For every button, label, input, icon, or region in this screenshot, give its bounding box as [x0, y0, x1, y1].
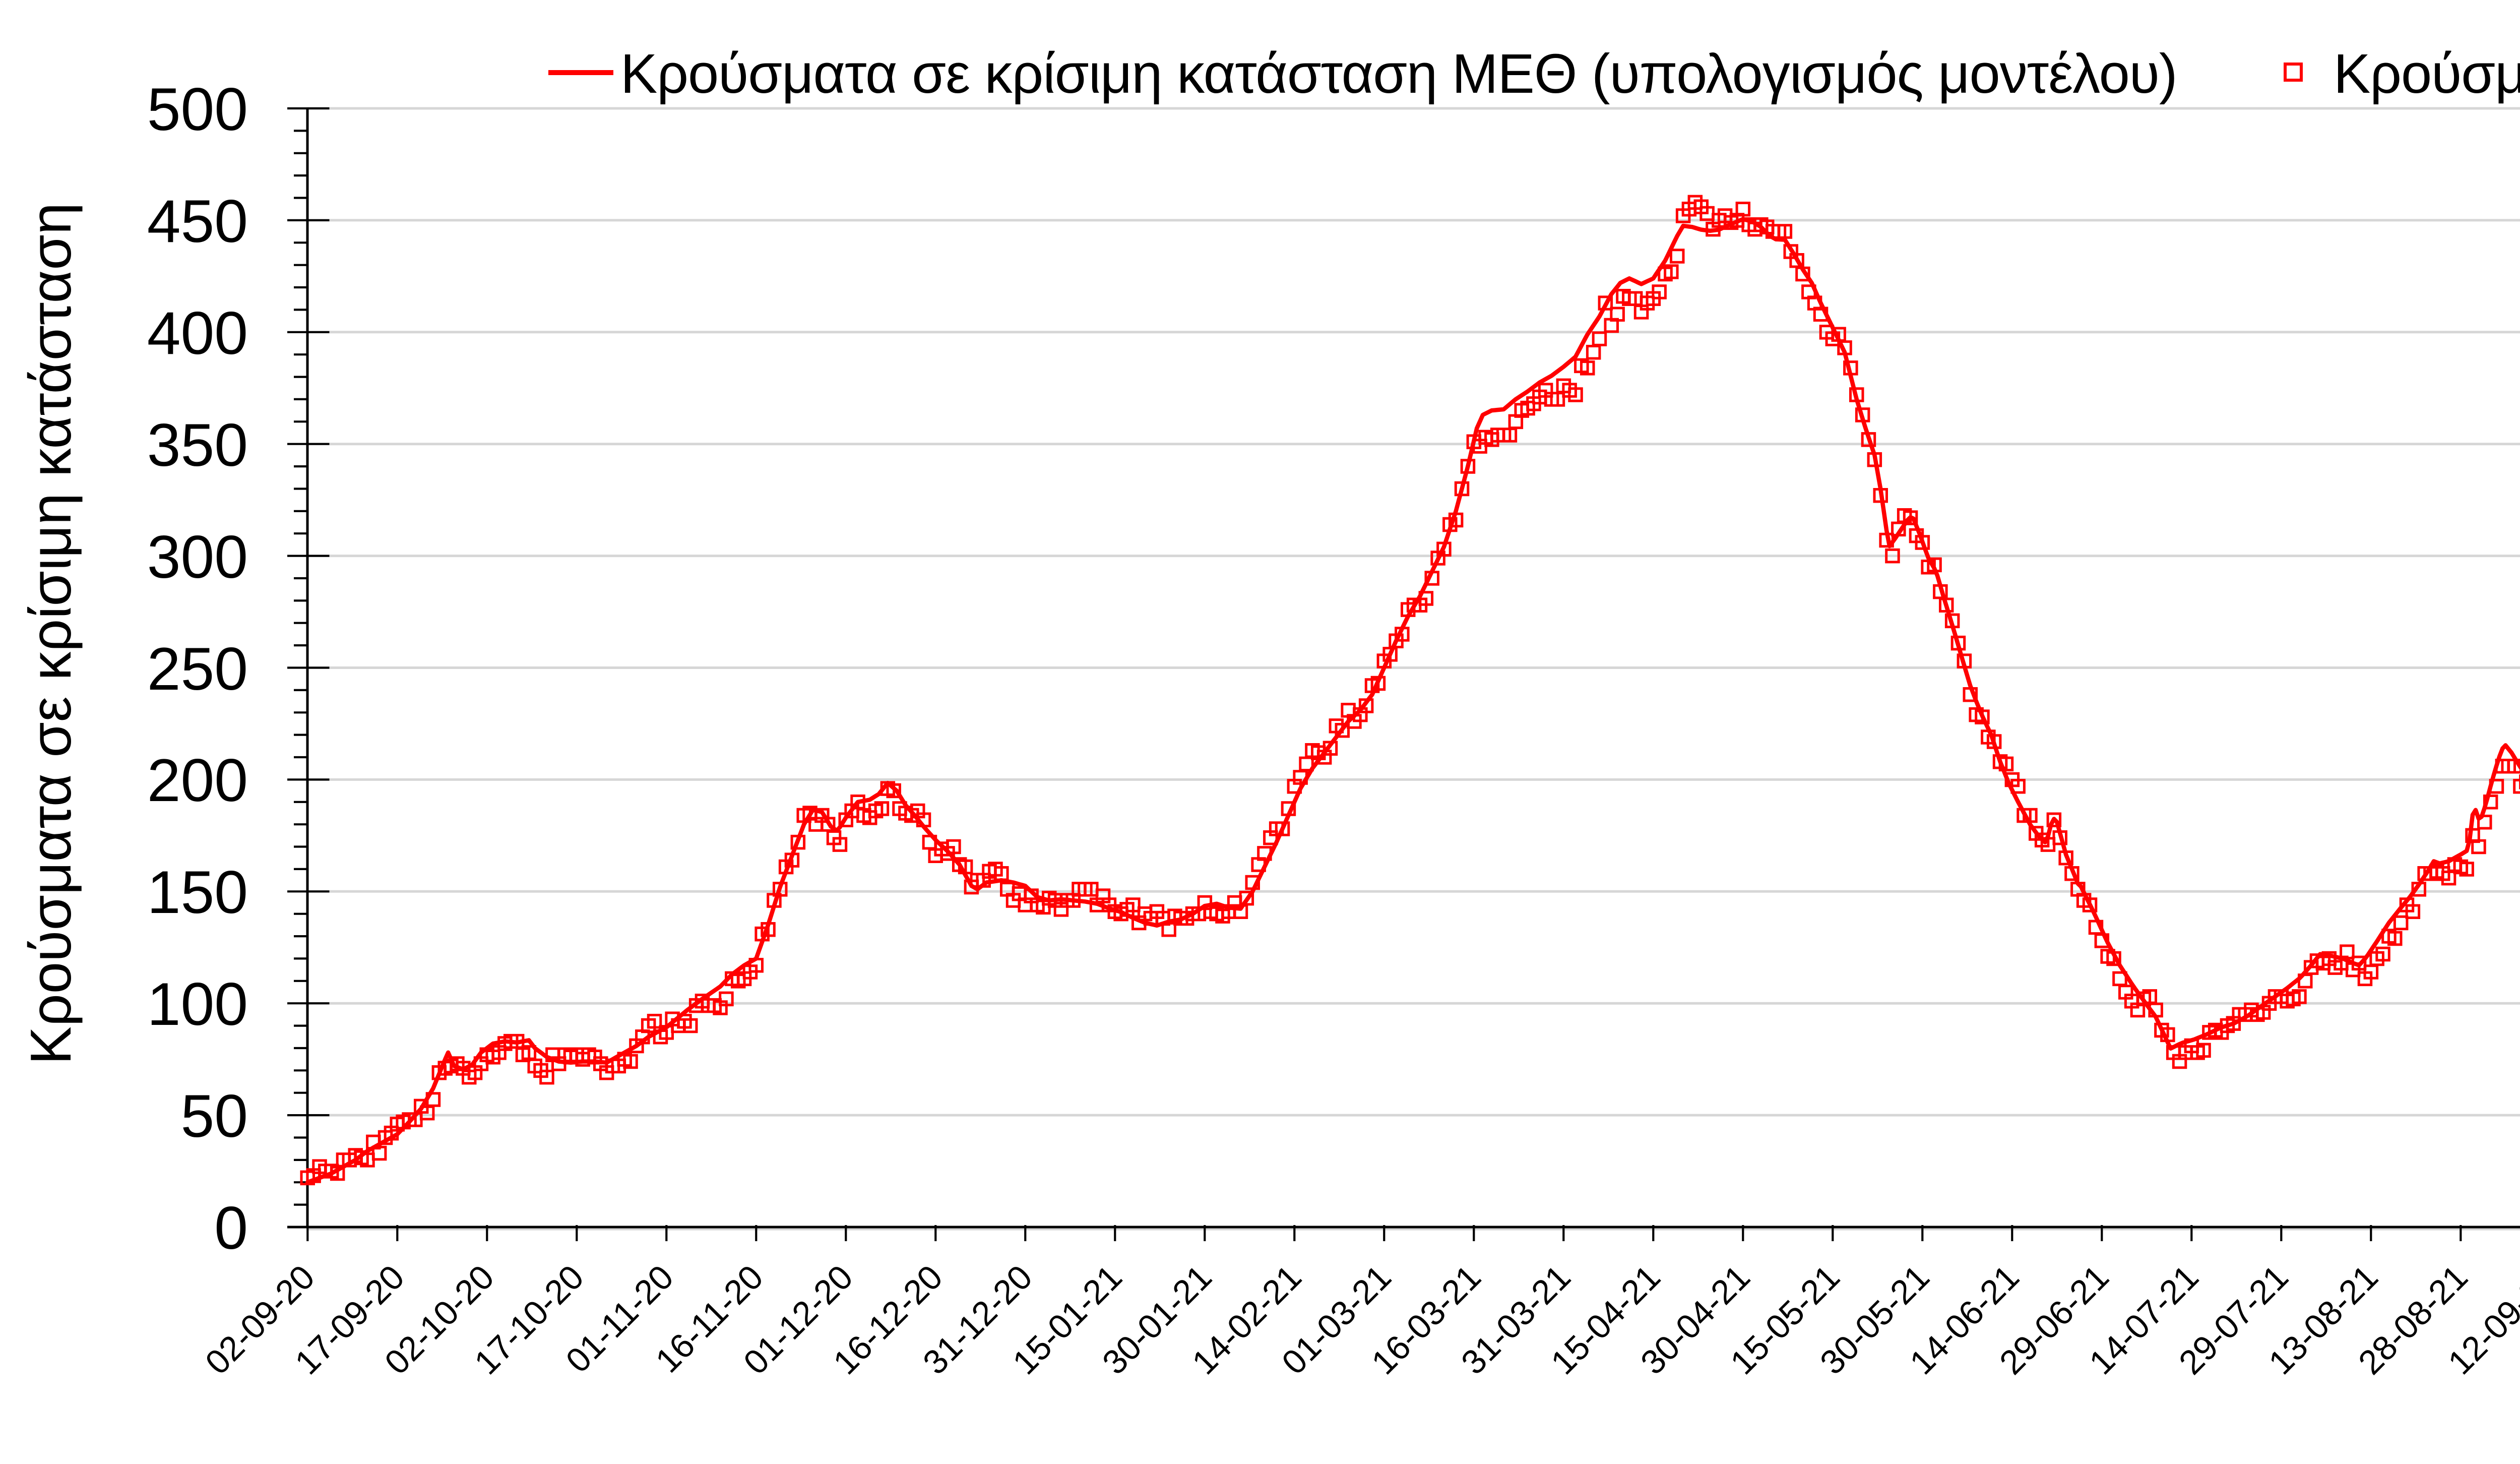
svg-text:100: 100 [147, 970, 248, 1038]
svg-text:350: 350 [147, 411, 248, 479]
svg-text:500: 500 [147, 76, 248, 143]
svg-text:250: 250 [147, 635, 248, 703]
svg-text:450: 450 [147, 188, 248, 255]
svg-text:Κρούσματα σε κρίσιμη κατάσταση: Κρούσματα σε κρίσιμη κατάσταση [19, 203, 83, 1065]
svg-text:300: 300 [147, 523, 248, 591]
svg-text:200: 200 [147, 747, 248, 814]
svg-text:0: 0 [214, 1194, 248, 1262]
svg-text:150: 150 [147, 859, 248, 926]
svg-text:50: 50 [181, 1082, 248, 1150]
svg-text:Κρούσματα σε κρίσιμη κατάσταση: Κρούσματα σε κρίσιμη κατάσταση ΜΕΘ (επιβ… [2334, 43, 2520, 105]
svg-text:400: 400 [147, 299, 248, 367]
svg-text:Κρούσματα σε κρίσιμη κατάσταση: Κρούσματα σε κρίσιμη κατάσταση ΜΕΘ (υπολ… [620, 43, 2177, 105]
